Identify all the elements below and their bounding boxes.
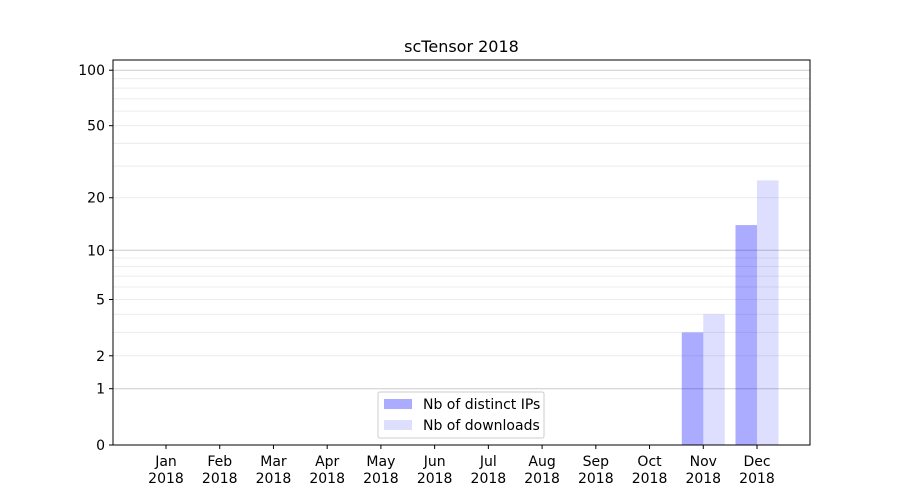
x-tick-label: Aug 2018	[524, 454, 560, 487]
x-tick-label: May 2018	[363, 454, 399, 487]
y-tick-label: 100	[78, 63, 105, 79]
y-tick-label: 50	[87, 119, 105, 135]
x-axis: Jan 2018 Feb 2018 Mar 2018 Apr 2018 May 2018 Jun 20…	[148, 445, 775, 487]
bar-downloads	[757, 180, 779, 446]
bars	[681, 180, 779, 446]
x-tick-label: Sep 2018	[578, 454, 614, 487]
x-tick-label: Nov 2018	[685, 454, 721, 487]
bar-distinct-ips	[681, 332, 704, 445]
y-axis: 0 1 2 5 10 20 50 100	[78, 63, 113, 454]
y-tick-label: 0	[96, 438, 105, 454]
legend: Nb of distinct IPs Nb of downloads	[377, 391, 545, 439]
bar-downloads	[703, 314, 725, 445]
chart-title: scTensor 2018	[404, 37, 519, 56]
x-tick-label: Jul 2018	[471, 454, 507, 487]
legend-label-downloads: Nb of downloads	[423, 418, 540, 434]
y-tick-label: 10	[87, 243, 105, 259]
y-tick-label: 1	[96, 382, 105, 398]
legend-swatch-ips	[384, 399, 412, 409]
x-tick-label: Apr 2018	[309, 454, 345, 487]
y-tick-label: 20	[87, 191, 105, 207]
plot-frame	[112, 59, 811, 446]
x-tick-label: Jun 2018	[417, 454, 453, 487]
gridlines	[113, 69, 810, 390]
x-tick-label: Jan 2018	[148, 454, 184, 487]
x-tick-label: Oct 2018	[632, 454, 668, 487]
y-tick-label: 2	[96, 349, 105, 365]
x-tick-label: Dec 2018	[739, 454, 775, 487]
x-tick-label: Feb 2018	[202, 454, 238, 487]
y-tick-label: 5	[96, 292, 105, 308]
legend-label-ips: Nb of distinct IPs	[423, 397, 540, 413]
legend-swatch-downloads	[384, 420, 412, 430]
bar-distinct-ips	[735, 225, 757, 445]
x-tick-label: Mar 2018	[256, 454, 292, 487]
